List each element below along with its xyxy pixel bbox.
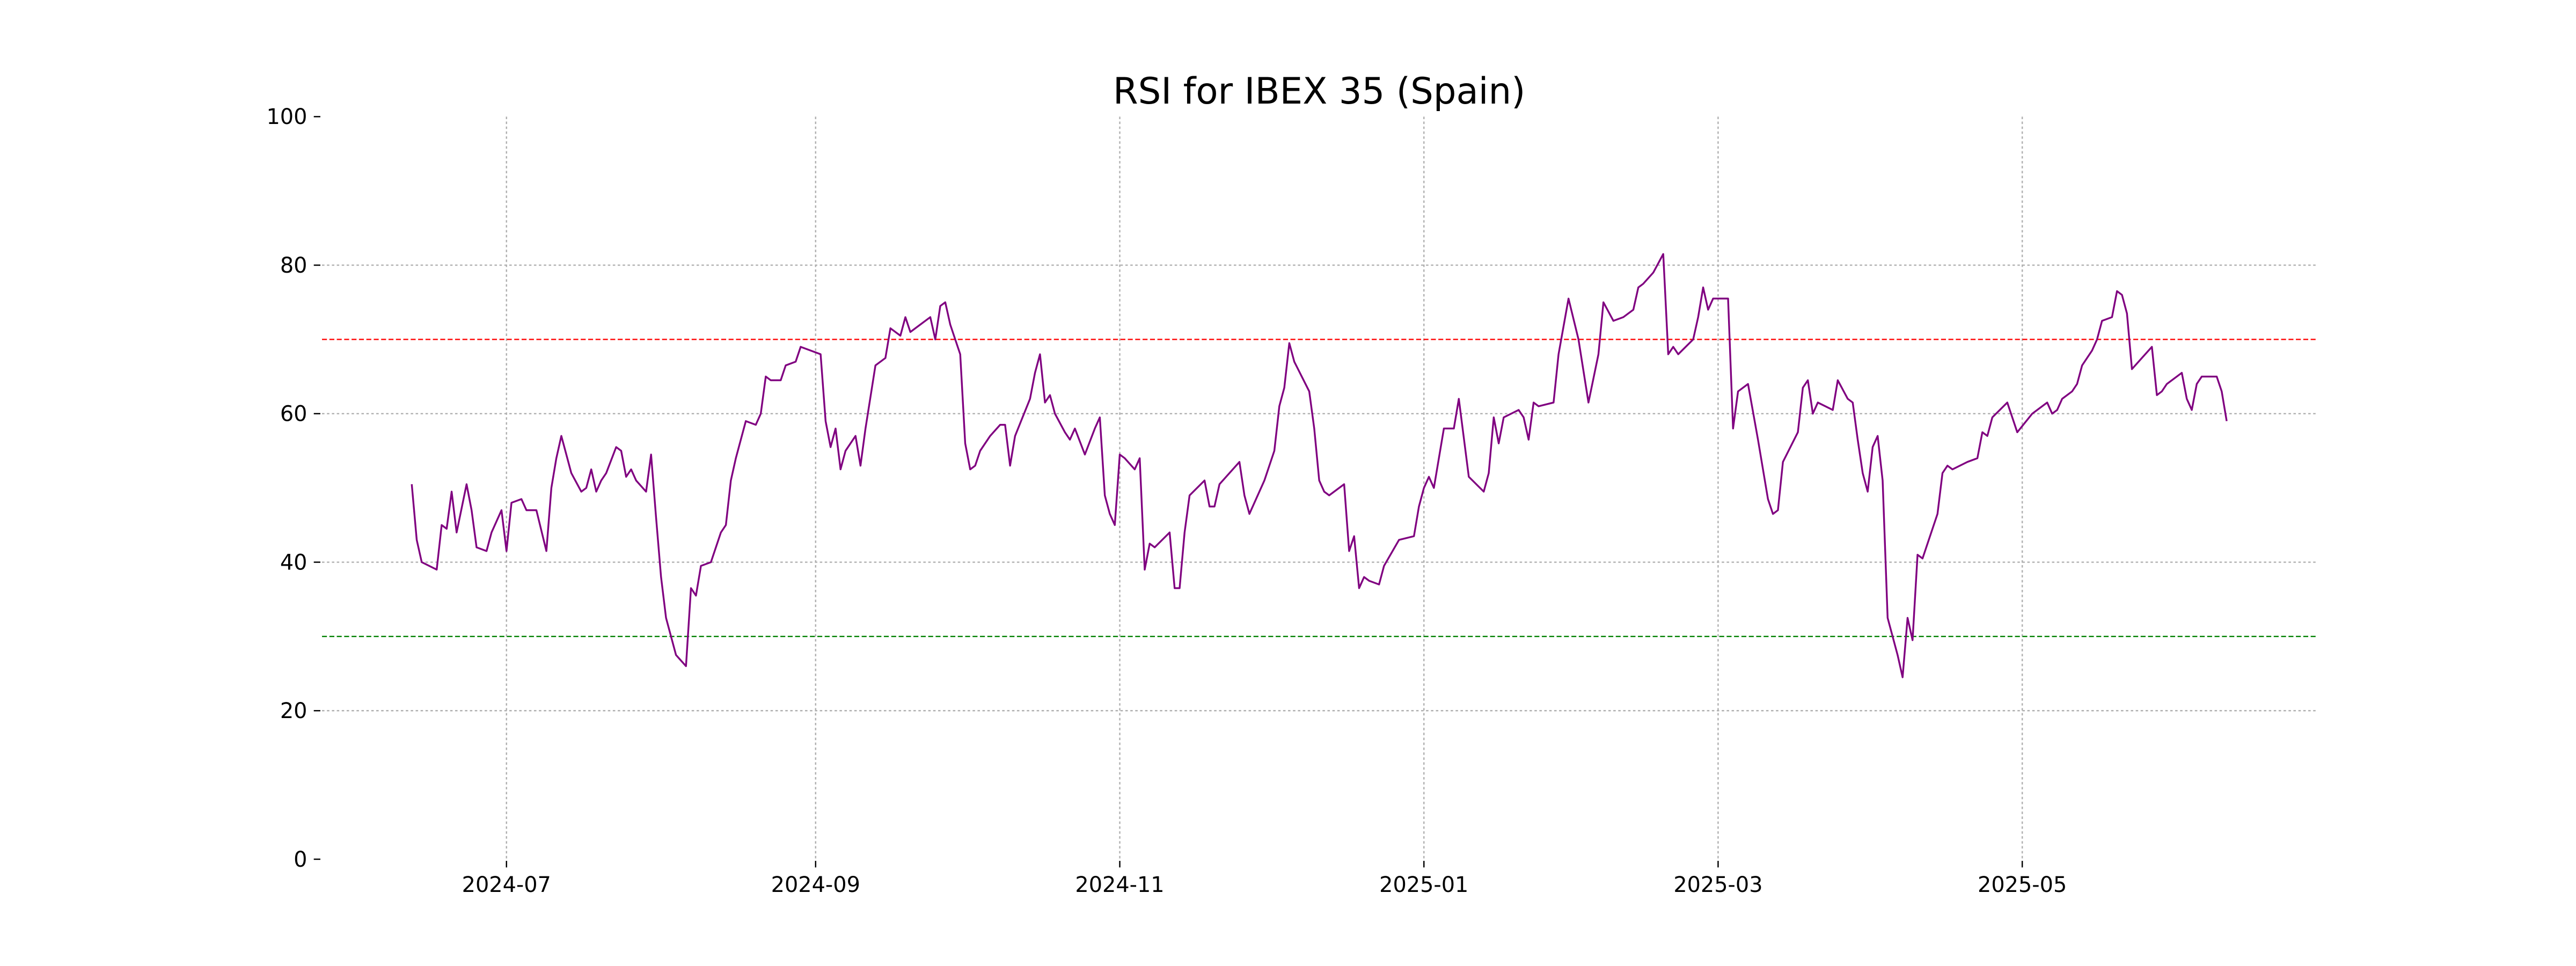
x-tick-label: 2025-01 — [1379, 873, 1468, 897]
y-tick-label: 20 — [280, 699, 308, 723]
x-tick-label: 2025-05 — [1978, 873, 2067, 897]
y-tick-label: 80 — [280, 253, 308, 278]
x-tick-label: 2024-09 — [771, 873, 860, 897]
x-tick-label: 2024-11 — [1075, 873, 1164, 897]
y-tick-label: 60 — [280, 402, 308, 427]
rsi-line — [411, 253, 2228, 678]
x-tick-label: 2025-03 — [1673, 873, 1762, 897]
x-tick-label: 2024-07 — [462, 873, 551, 897]
y-tick-label: 0 — [294, 847, 307, 872]
chart-title: RSI for IBEX 35 (Spain) — [1113, 70, 1526, 112]
y-tick-label: 100 — [267, 105, 308, 129]
y-tick-label: 40 — [280, 550, 308, 575]
